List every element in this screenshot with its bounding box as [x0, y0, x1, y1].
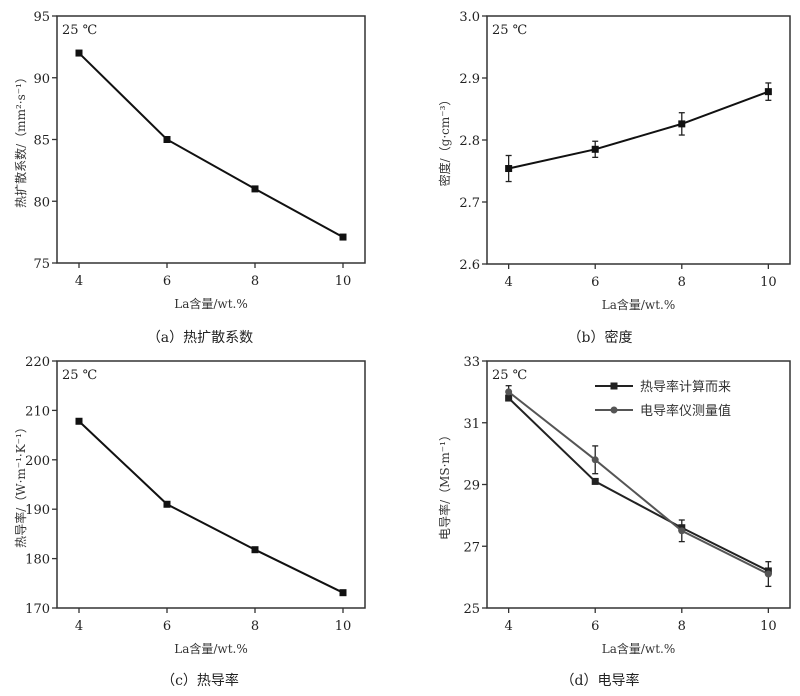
y-tick-label: 190 — [25, 503, 50, 518]
x-tick-label: 6 — [163, 619, 171, 634]
data-point — [678, 120, 686, 128]
y-tick-label: 31 — [463, 417, 480, 432]
x-tick-label: 6 — [591, 275, 599, 290]
y-axis-label: 热导率/（W·m⁻¹·K⁻¹） — [13, 421, 28, 548]
panel-caption: （a）热扩散系数 — [147, 330, 253, 346]
series-line — [78, 52, 344, 238]
data-point — [163, 500, 171, 508]
panel-a: 75 80 85 90 95 4 6 8 10 La含量/wt.% 热扩散系数/（mm²·s⁻¹） 2… — [13, 10, 366, 346]
y-tick-label: 80 — [33, 195, 50, 210]
y-tick-label: 85 — [33, 134, 50, 149]
y-tick-label: 95 — [33, 10, 50, 25]
legend-label: 热导率计算而来 — [640, 379, 731, 395]
data-point — [591, 477, 599, 485]
y-tick-label: 200 — [25, 454, 50, 469]
series-line — [78, 420, 344, 594]
y-tick-label: 2.8 — [459, 134, 480, 149]
panel-d: 25 27 29 31 33 4 6 8 10 La含量/wt.% 电导率/（MS·m⁻¹） 25 ℃… — [437, 355, 791, 689]
y-tick-label: 180 — [25, 553, 50, 568]
x-tick-label: 4 — [75, 274, 83, 289]
data-point — [591, 145, 599, 153]
x-tick-label: 8 — [251, 274, 259, 289]
y-axis-label: 密度/（g·cm⁻³） — [437, 94, 452, 187]
y-tick-label: 33 — [463, 355, 480, 370]
x-axis-label: La含量/wt.% — [174, 641, 247, 656]
legend-label: 电导率仪测量值 — [640, 403, 731, 419]
legend-marker — [610, 406, 618, 414]
plot-frame — [56, 15, 366, 264]
x-tick-label: 8 — [678, 275, 686, 290]
temperature-annotation: 25 ℃ — [492, 23, 527, 38]
x-tick-label: 10 — [760, 275, 777, 290]
x-tick-label: 8 — [251, 619, 259, 634]
data-point — [764, 88, 772, 96]
panel-c: 170 180 190 200 210 220 4 6 8 10 La含量/wt.% 热导率/（W·m… — [13, 355, 366, 689]
data-point — [75, 49, 83, 57]
x-axis-label: La含量/wt.% — [602, 641, 675, 656]
x-tick-label: 4 — [505, 275, 513, 290]
y-axis-label: 热扩散系数/（mm²·s⁻¹） — [13, 71, 28, 208]
data-point — [764, 570, 772, 578]
data-point — [678, 527, 686, 535]
y-tick-label: 29 — [463, 479, 480, 494]
x-tick-label: 4 — [505, 619, 513, 634]
y-tick-label: 2.6 — [459, 258, 480, 273]
data-point — [251, 546, 259, 554]
legend-marker — [610, 382, 618, 390]
y-tick-label: 220 — [25, 355, 50, 370]
x-tick-label: 8 — [678, 619, 686, 634]
plot-frame — [56, 360, 366, 609]
plot-frame — [486, 360, 791, 609]
x-tick-label: 4 — [75, 619, 83, 634]
data-point — [251, 185, 259, 193]
y-axis-label: 电导率/（MS·m⁻¹） — [437, 429, 452, 540]
x-tick-label: 6 — [163, 274, 171, 289]
temperature-annotation: 25 ℃ — [62, 368, 97, 383]
data-point — [591, 456, 599, 464]
panel-b: 2.6 2.7 2.8 2.9 3.0 4 6 8 10 La含量/wt.% 密度/（g·cm⁻³）… — [437, 10, 791, 346]
data-point — [505, 388, 513, 396]
x-axis-label: La含量/wt.% — [174, 296, 247, 311]
series-line — [508, 90, 769, 170]
data-point — [339, 233, 347, 241]
series-line — [507, 397, 769, 572]
data-point — [75, 417, 83, 425]
y-tick-label: 27 — [463, 540, 480, 555]
x-tick-label: 6 — [591, 619, 599, 634]
y-tick-label: 90 — [33, 72, 50, 87]
y-tick-label: 2.7 — [459, 196, 480, 211]
x-tick-label: 10 — [335, 274, 352, 289]
data-point — [339, 589, 347, 597]
y-tick-label: 210 — [25, 404, 50, 419]
panel-caption: （d）电导率 — [561, 672, 640, 689]
y-tick-label: 75 — [33, 257, 50, 272]
plot-frame — [486, 15, 791, 265]
temperature-annotation: 25 ℃ — [62, 23, 97, 38]
panel-caption: （c）热导率 — [161, 672, 239, 689]
data-point — [163, 136, 171, 143]
x-tick-label: 10 — [760, 619, 777, 634]
x-tick-label: 10 — [335, 619, 352, 634]
y-tick-label: 170 — [25, 602, 50, 617]
data-point — [505, 165, 513, 173]
y-tick-label: 2.9 — [459, 72, 480, 87]
x-axis-label: La含量/wt.% — [602, 297, 675, 312]
y-tick-label: 25 — [463, 602, 480, 617]
series-line — [508, 391, 769, 575]
temperature-annotation: 25 ℃ — [492, 368, 527, 383]
y-tick-label: 3.0 — [459, 10, 480, 25]
panel-caption: （b）密度 — [568, 329, 633, 346]
